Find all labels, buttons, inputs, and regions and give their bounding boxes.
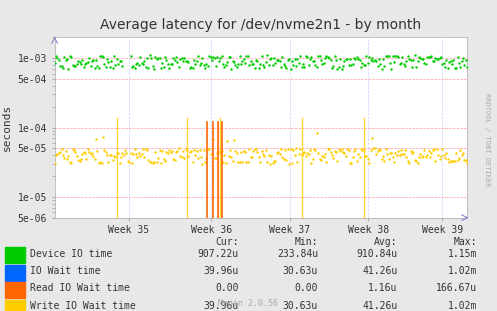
Text: 1.16u: 1.16u	[368, 283, 398, 293]
Text: 1.02m: 1.02m	[448, 266, 477, 276]
Bar	[5, 265, 25, 281]
Text: 910.84u: 910.84u	[356, 248, 398, 258]
Y-axis label: seconds: seconds	[2, 104, 12, 151]
Text: Device IO time: Device IO time	[30, 248, 112, 258]
Title: Average latency for /dev/nvme2n1 - by month: Average latency for /dev/nvme2n1 - by mo…	[100, 18, 421, 32]
Text: Cur:: Cur:	[215, 237, 239, 247]
Bar	[5, 282, 25, 298]
Text: Write IO Wait time: Write IO Wait time	[30, 301, 136, 311]
Text: Min:: Min:	[295, 237, 318, 247]
Text: Munin 2.0.56: Munin 2.0.56	[219, 299, 278, 308]
Text: 39.96u: 39.96u	[203, 301, 239, 311]
Text: IO Wait time: IO Wait time	[30, 266, 100, 276]
Text: Avg:: Avg:	[374, 237, 398, 247]
Text: 39.96u: 39.96u	[203, 266, 239, 276]
Text: 41.26u: 41.26u	[362, 266, 398, 276]
Text: 41.26u: 41.26u	[362, 301, 398, 311]
Bar	[5, 248, 25, 263]
Text: Max:: Max:	[454, 237, 477, 247]
Text: 0.00: 0.00	[215, 283, 239, 293]
Text: 1.02m: 1.02m	[448, 301, 477, 311]
Bar	[5, 300, 25, 311]
Text: 166.67u: 166.67u	[436, 283, 477, 293]
Text: 0.00: 0.00	[295, 283, 318, 293]
Text: Read IO Wait time: Read IO Wait time	[30, 283, 130, 293]
Text: 1.15m: 1.15m	[448, 248, 477, 258]
Text: 30.63u: 30.63u	[283, 301, 318, 311]
Text: RRDTOOL / TOBI OETIKER: RRDTOOL / TOBI OETIKER	[484, 93, 490, 187]
Text: 233.84u: 233.84u	[277, 248, 318, 258]
Text: 907.22u: 907.22u	[197, 248, 239, 258]
Text: 30.63u: 30.63u	[283, 266, 318, 276]
